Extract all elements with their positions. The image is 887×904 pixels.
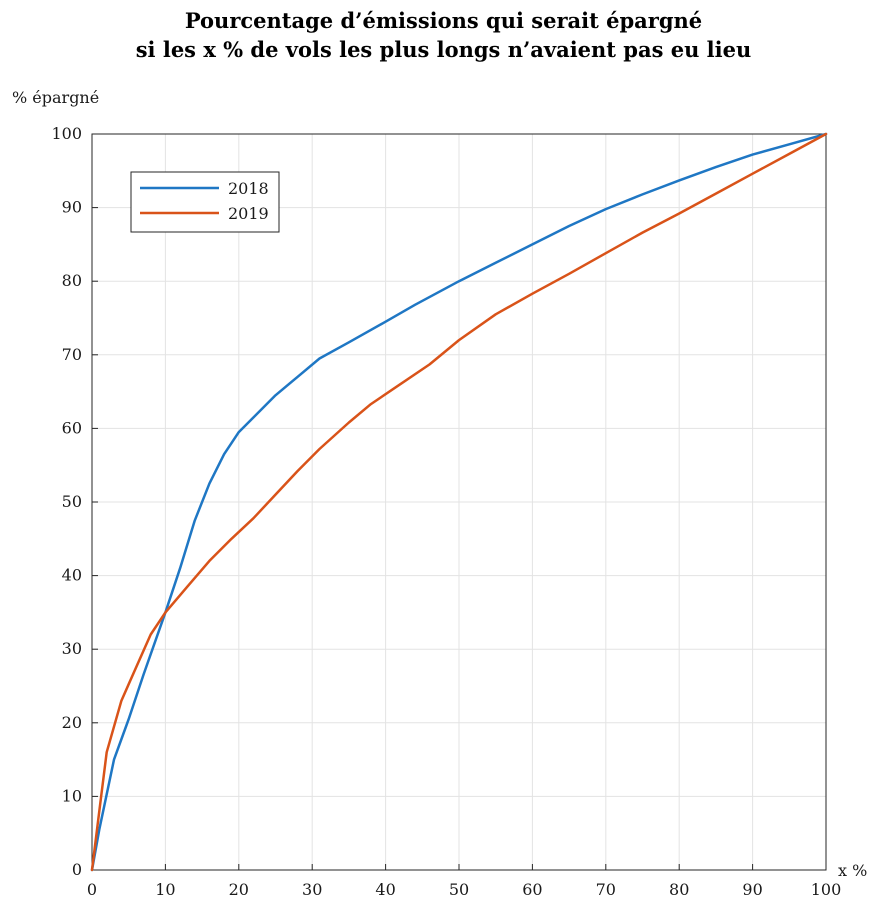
series-lines xyxy=(90,132,828,872)
y-tick-label: 100 xyxy=(51,124,82,143)
y-tick-label: 50 xyxy=(62,492,82,511)
chart-title-line-1: Pourcentage d’émissions qui serait éparg… xyxy=(184,8,703,33)
x-tick-label: 100 xyxy=(811,880,842,899)
y-tick-label: 0 xyxy=(72,860,82,879)
chart-title: Pourcentage d’émissions qui serait éparg… xyxy=(0,6,887,64)
y-tick-label: 20 xyxy=(62,713,82,732)
y-tick-label: 60 xyxy=(62,418,82,437)
grid-lines xyxy=(92,134,826,870)
y-tick-label: 10 xyxy=(62,786,82,805)
x-tick-label: 80 xyxy=(669,880,689,899)
legend-box xyxy=(130,171,280,233)
y-tick-label: 40 xyxy=(62,566,82,585)
y-tick-label: 30 xyxy=(62,639,82,658)
legend: 2018 2019 xyxy=(130,171,280,233)
legend-label-2019: 2019 xyxy=(228,204,269,223)
chart-title-line-2: si les x % de vols les plus longs n’avai… xyxy=(135,37,752,62)
x-tick-label: 10 xyxy=(155,880,175,899)
x-tick-label: 70 xyxy=(596,880,616,899)
axis-ticks: 0 10 20 30 40 50 60 70 80 90 100 0 10 20 30 40 50 60 70 80 9… xyxy=(51,124,841,899)
legend-label-2018: 2018 xyxy=(228,179,269,198)
series-line-2018 xyxy=(90,132,828,872)
x-axis-label: x % xyxy=(838,861,867,880)
y-tick-label: 70 xyxy=(62,345,82,364)
x-tick-label: 30 xyxy=(302,880,322,899)
y-axis-label: % épargné xyxy=(12,88,99,107)
y-tick-label: 90 xyxy=(62,198,82,217)
x-tick-label: 0 xyxy=(87,880,97,899)
x-tick-label: 60 xyxy=(522,880,542,899)
series-line-2019 xyxy=(90,132,828,872)
x-tick-label: 20 xyxy=(229,880,249,899)
x-tick-label: 40 xyxy=(375,880,395,899)
y-tick-label: 80 xyxy=(62,271,82,290)
x-tick-label: 90 xyxy=(742,880,762,899)
x-tick-label: 50 xyxy=(449,880,469,899)
